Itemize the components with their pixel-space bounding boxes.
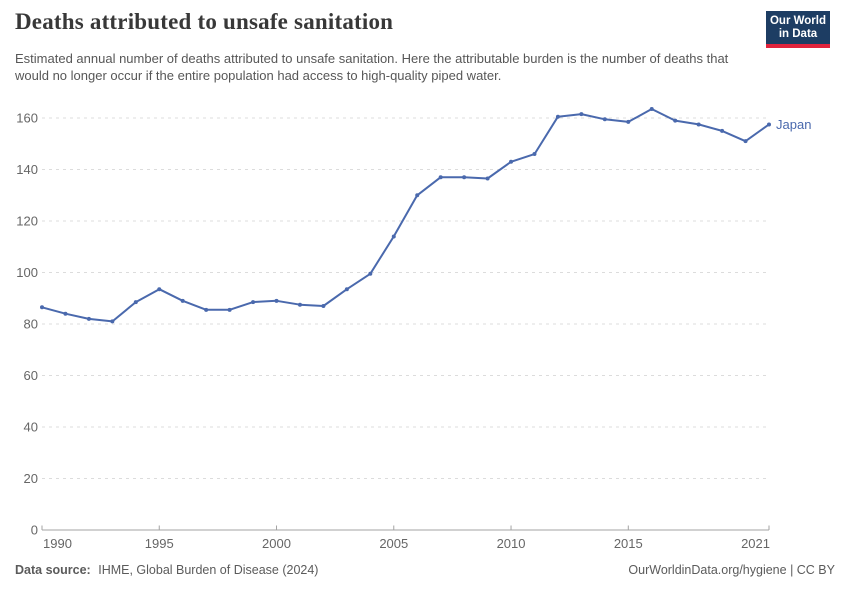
y-tick-label-40: 40	[24, 420, 38, 435]
data-point-2008	[462, 175, 467, 180]
data-point-1998	[227, 307, 232, 312]
y-tick-label-0: 0	[31, 523, 38, 538]
data-point-2020	[743, 139, 748, 144]
x-tick-label-2000: 2000	[262, 536, 291, 551]
data-point-2006	[415, 193, 420, 198]
data-point-1996	[180, 298, 185, 303]
y-tick-label-120: 120	[16, 214, 38, 229]
data-point-1993	[110, 319, 115, 324]
series-label-japan: Japan	[776, 117, 811, 132]
x-tick-label-2005: 2005	[379, 536, 408, 551]
data-point-1992	[86, 316, 91, 321]
data-point-2013	[579, 112, 584, 117]
y-tick-label-60: 60	[24, 368, 38, 383]
data-point-1995	[157, 287, 162, 292]
data-point-2011	[532, 152, 537, 157]
owid-logo[interactable]: Our World in Data	[766, 11, 830, 48]
data-source-label: Data source:	[15, 563, 91, 577]
chart-subtitle: Estimated annual number of deaths attrib…	[15, 51, 729, 83]
data-source: Data source: IHME, Global Burden of Dise…	[15, 563, 318, 577]
data-point-2017	[673, 118, 678, 123]
data-point-2007	[438, 175, 443, 180]
data-point-2010	[509, 159, 514, 164]
series-line-japan	[41, 108, 770, 323]
data-point-1991	[63, 311, 68, 316]
x-tick-label-1995: 1995	[145, 536, 174, 551]
data-point-2018	[696, 122, 701, 127]
x-tick-label-2015: 2015	[614, 536, 643, 551]
data-point-2016	[649, 106, 654, 111]
data-point-2015	[626, 119, 631, 124]
data-point-2021	[767, 122, 771, 127]
data-point-2012	[555, 114, 560, 119]
data-point-2004	[368, 271, 373, 276]
data-point-2005	[391, 234, 396, 239]
data-point-1997	[204, 307, 209, 312]
y-tick-label-80: 80	[24, 317, 38, 332]
y-tick-label-140: 140	[16, 162, 38, 177]
data-point-1994	[133, 300, 138, 305]
data-point-2009	[485, 176, 490, 181]
data-source-value: IHME, Global Burden of Disease (2024)	[98, 563, 319, 577]
data-point-2019	[720, 128, 725, 133]
x-tick-label-2010: 2010	[497, 536, 526, 551]
data-point-2002	[321, 303, 326, 308]
y-tick-label-20: 20	[24, 471, 38, 486]
owid-logo-line1: Our World	[769, 14, 826, 27]
y-tick-label-100: 100	[16, 265, 38, 280]
page-title: Deaths attributed to unsafe sanitation	[15, 9, 394, 34]
credit-link[interactable]: OurWorldinData.org/hygiene | CC BY	[628, 563, 835, 577]
data-point-2014	[602, 117, 607, 122]
data-point-1990	[40, 305, 44, 310]
x-tick-label-2021: 2021	[741, 536, 770, 551]
data-point-1999	[251, 300, 256, 305]
y-tick-label-160: 160	[16, 111, 38, 126]
data-point-2001	[297, 302, 302, 307]
data-point-2000	[274, 298, 279, 303]
x-tick-label-1990: 1990	[43, 536, 72, 551]
data-point-2003	[344, 287, 349, 292]
owid-logo-line2: in Data	[778, 27, 818, 40]
